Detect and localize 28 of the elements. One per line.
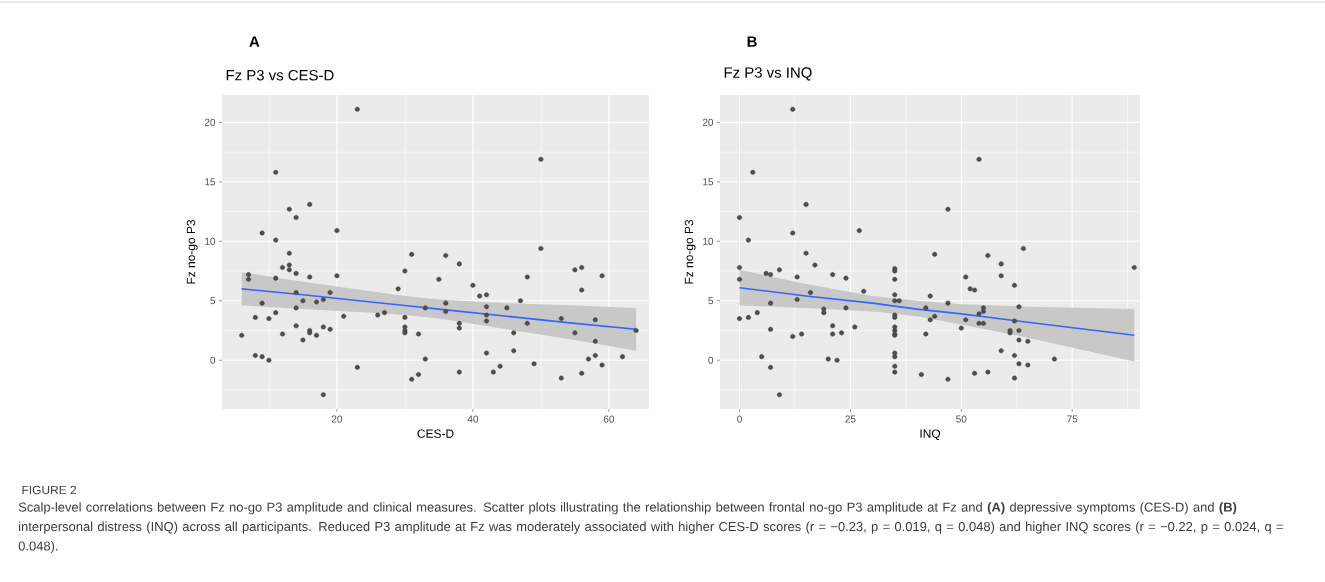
line-series xyxy=(738,286,1136,337)
y-tick-label: 10 xyxy=(703,237,714,245)
text: B xyxy=(747,36,757,47)
chart-title: Fz P3 vs INQ xyxy=(724,67,812,81)
text: Scalp-level correlations between Fz no-go P3 amplitude and clinical measures. Scatter plots illustrating the relationship between frontal no-go P3 amplitude at Fz and (A) depressive symptoms (CES-D) and (B) interpersonal distress (INQ) across all participants. Reduced P3 amplitude at Fz was moderately associated with higher CES-D scores (r = −0.23, p = 0.019, q = 0.048) and higher INQ scores (r = −0.22, p = 0.024, q = 0.048). xyxy=(18,502,1283,554)
x-tick-label: 20 xyxy=(331,415,343,423)
x-tick-label: 0 xyxy=(737,415,742,423)
x-axis-title: INQ xyxy=(920,429,941,441)
chart-title: Fz P3 vs CES-D xyxy=(226,69,334,81)
y-tick-label: 15 xyxy=(703,178,714,186)
caption: FIGURE 2 xyxy=(22,485,77,495)
y-tick-label: 5 xyxy=(210,297,216,305)
x-axis-title: CES-D xyxy=(417,429,454,438)
x-tick-label: 60 xyxy=(603,415,615,423)
y-axis-title: Fz no-go P3 xyxy=(186,219,198,284)
y-axis-title: Fz no-go P3 xyxy=(684,219,696,284)
y-tick-label: 20 xyxy=(702,118,714,126)
x-tick-label: 75 xyxy=(1067,415,1078,423)
y-tick-label: 20 xyxy=(204,118,216,126)
x-tick-label: 50 xyxy=(956,415,967,423)
y-tick-label: 0 xyxy=(210,356,216,364)
y-tick-label: 0 xyxy=(708,356,714,364)
x-tick-label: 25 xyxy=(845,415,856,423)
y-tick-label: 10 xyxy=(205,237,216,245)
text: A xyxy=(249,36,260,47)
y-tick-label: 5 xyxy=(708,297,714,305)
y-tick-label: 15 xyxy=(205,178,216,186)
x-tick-label: 40 xyxy=(467,415,479,423)
